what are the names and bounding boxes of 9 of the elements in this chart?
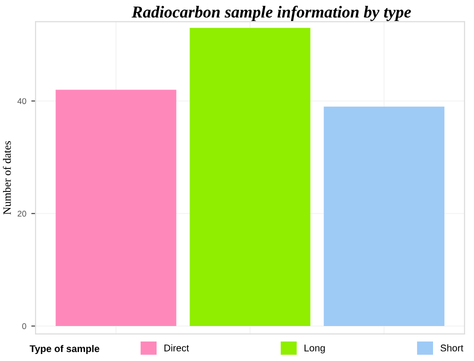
chart-title: Radiocarbon sample information by type [132,6,411,22]
y-tick-label: 40 [17,98,26,104]
y-tick-label: 20 [18,210,26,217]
legend-label: Short [440,344,464,352]
legend-label: Long [304,344,325,354]
y-tick-label: 0 [22,323,26,330]
legend-title: Type of sample [30,344,100,354]
legend-label: Direct [164,344,189,352]
y-axis-title: Number of dates [2,141,11,214]
